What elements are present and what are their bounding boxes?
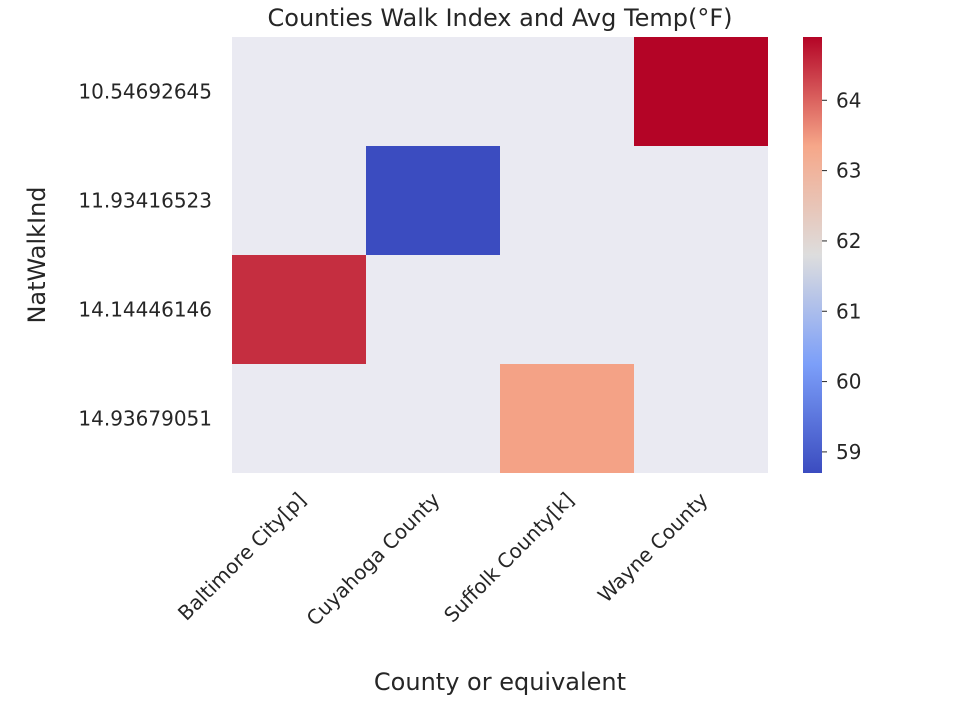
colorbar-tick-label: 63 xyxy=(836,159,861,183)
y-tick-label: 14.14446146 xyxy=(78,298,212,322)
x-axis-label: County or equivalent xyxy=(374,668,626,696)
colorbar-tick-label: 61 xyxy=(836,299,861,323)
heatmap-cell xyxy=(500,364,634,473)
y-tick-label: 10.54692645 xyxy=(78,80,212,104)
colorbar-gradient xyxy=(803,37,822,473)
y-tick-label: 14.93679051 xyxy=(78,407,212,431)
x-tick-label: Baltimore City[p] xyxy=(173,488,311,626)
heatmap-cell xyxy=(634,37,768,146)
colorbar-tick-label: 64 xyxy=(836,88,861,112)
y-tick-label: 11.93416523 xyxy=(78,189,212,213)
x-tick-label: Cuyahoga County xyxy=(302,487,445,630)
chart-title: Counties Walk Index and Avg Temp(°F) xyxy=(268,4,733,32)
colorbar-tick-label: 60 xyxy=(836,370,861,394)
heatmap-plot-area: 10.54692645 11.93416523 14.14446146 14.9367… xyxy=(78,37,768,631)
heatmap-cell xyxy=(366,146,500,255)
y-axis-label: NatWalkInd xyxy=(23,186,51,323)
colorbar-tick-label: 59 xyxy=(836,440,861,464)
heatmap-cell xyxy=(232,255,366,364)
x-tick-label: Wayne County xyxy=(593,487,713,607)
x-tick-label: Suffolk County[k] xyxy=(439,488,579,628)
colorbar-tick-label: 62 xyxy=(836,229,861,253)
colorbar: 59 60 61 62 63 64 xyxy=(803,37,861,473)
